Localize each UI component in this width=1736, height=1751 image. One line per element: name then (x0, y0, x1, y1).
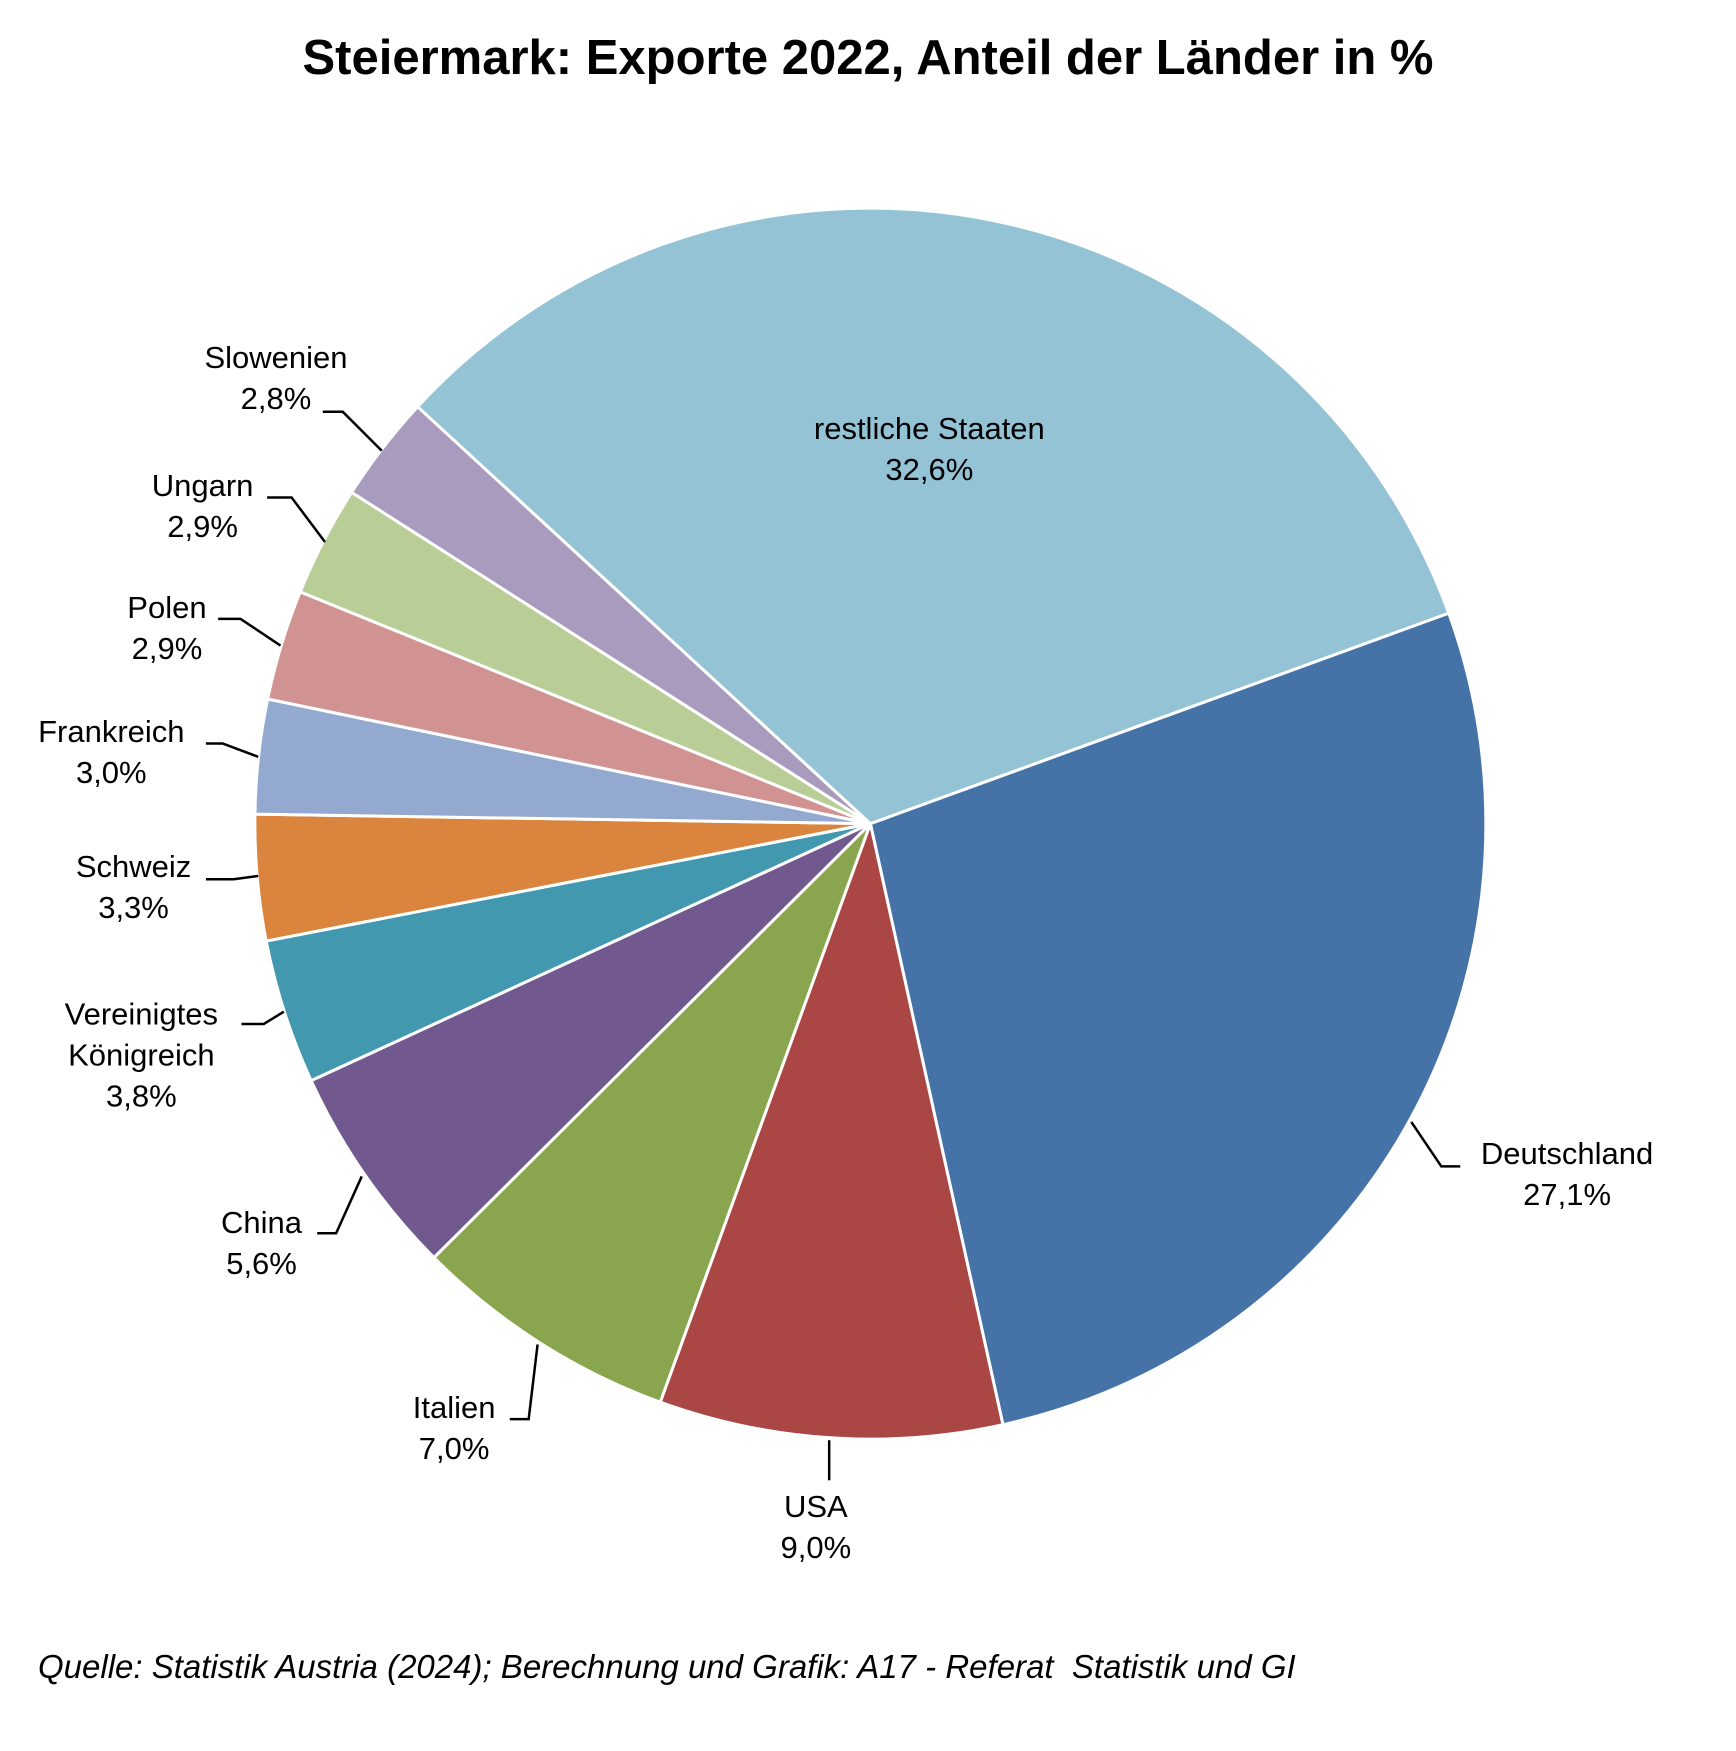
leader-line (241, 1010, 285, 1026)
slice-label: Polen 2,9% (127, 587, 206, 669)
leader-line (205, 874, 259, 881)
category-label: Frankreich (38, 714, 185, 750)
category-label: USA (783, 1489, 848, 1525)
slice-label: Italien 7,0% (413, 1387, 496, 1469)
slice-label: Vereinigtes Königreich 3,8% (41, 994, 241, 1117)
value-label: 27,1% (1523, 1177, 1612, 1213)
pie-slice (431, 822, 872, 1405)
slice-label: Frankreich 3,0% (38, 711, 184, 793)
value-label: 5,6% (226, 1246, 297, 1282)
value-label: 2,8% (240, 381, 312, 417)
value-label: 3,8% (106, 1078, 177, 1114)
leader-line (218, 617, 282, 647)
category-label: Vereinigtes Königreich (64, 996, 219, 1073)
slice-label: Schweiz 3,3% (76, 846, 191, 928)
slice-label: China 5,6% (221, 1202, 302, 1284)
category-label: Deutschland (1480, 1136, 1654, 1172)
slice-label: restliche Staaten 32,6% (814, 408, 1045, 490)
value-label: 9,0% (780, 1530, 852, 1566)
source-note: Quelle: Statistik Austria (2024); Berech… (38, 1648, 1296, 1685)
leader-line (322, 410, 383, 452)
leader-line (205, 742, 259, 759)
category-label: Schweiz (75, 849, 192, 885)
category-label: China (221, 1205, 303, 1241)
pie-slice (415, 206, 1451, 826)
leader-line (317, 1175, 363, 1235)
value-label: 2,9% (131, 630, 203, 666)
slice-label: Ungarn 2,9% (152, 465, 254, 547)
category-label: Slowenien (204, 340, 348, 376)
pie-slice (868, 611, 1488, 1427)
leader-line (1410, 1121, 1461, 1168)
value-label: 3,0% (75, 755, 147, 791)
value-label: 3,3% (98, 890, 169, 926)
category-label: Polen (127, 589, 207, 625)
pie-slice (658, 818, 1005, 1441)
chart-title: Steiermark: Exporte 2022, Anteil der Län… (302, 31, 1434, 85)
leader-line (509, 1344, 539, 1421)
slice-label: Slowenien 2,8% (204, 337, 347, 419)
pie-slice (309, 822, 872, 1260)
leader-line (267, 496, 326, 543)
value-label: 7,0% (418, 1430, 490, 1466)
slice-label: Deutschland 27,1% (1481, 1133, 1653, 1215)
category-label: Ungarn (151, 468, 254, 504)
value-label: 32,6% (885, 451, 974, 487)
slice-label: USA 9,0% (780, 1486, 851, 1568)
value-label: 2,9% (167, 509, 238, 545)
category-label: Italien (412, 1389, 496, 1425)
category-label: restliche Staaten (813, 410, 1045, 446)
